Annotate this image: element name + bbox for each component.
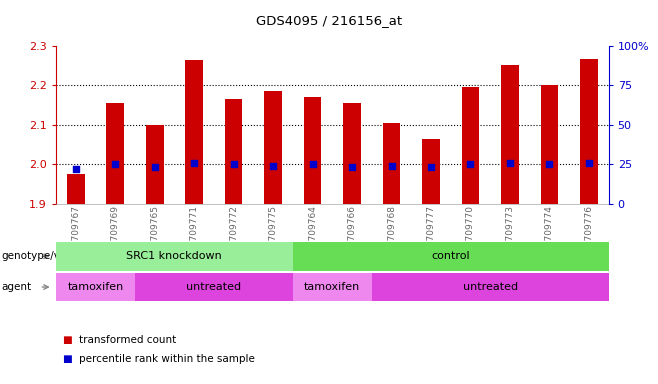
Bar — [67, 174, 84, 204]
Text: untreated: untreated — [463, 282, 518, 292]
Bar — [265, 91, 282, 204]
Text: percentile rank within the sample: percentile rank within the sample — [79, 354, 255, 364]
Text: genotype/variation: genotype/variation — [1, 251, 101, 262]
Text: agent: agent — [1, 282, 32, 292]
Bar — [343, 103, 361, 204]
Text: ■: ■ — [63, 354, 72, 364]
Point — [228, 161, 239, 167]
Bar — [224, 99, 242, 204]
Point — [149, 164, 160, 170]
Text: tamoxifen: tamoxifen — [67, 282, 124, 292]
Point — [189, 159, 199, 166]
Text: tamoxifen: tamoxifen — [304, 282, 361, 292]
Bar — [107, 103, 124, 204]
Point — [505, 159, 515, 166]
Text: transformed count: transformed count — [79, 335, 176, 345]
Bar — [383, 123, 400, 204]
Point — [110, 161, 120, 167]
Bar — [580, 59, 597, 204]
Point — [465, 161, 476, 167]
Text: SRC1 knockdown: SRC1 knockdown — [126, 251, 222, 262]
Point — [347, 164, 357, 170]
Point — [386, 163, 397, 169]
Bar — [186, 60, 203, 204]
Text: untreated: untreated — [186, 282, 241, 292]
Point — [268, 163, 278, 169]
Bar — [540, 85, 558, 204]
Bar — [303, 97, 321, 204]
Text: control: control — [432, 251, 470, 262]
Point — [70, 166, 81, 172]
Bar — [462, 88, 479, 204]
Bar — [422, 139, 440, 204]
Point — [544, 161, 555, 167]
Bar — [501, 65, 519, 204]
Point — [307, 161, 318, 167]
Bar — [145, 125, 163, 204]
Text: GDS4095 / 216156_at: GDS4095 / 216156_at — [256, 14, 402, 27]
Text: ■: ■ — [63, 335, 72, 345]
Point — [584, 159, 594, 166]
Point — [426, 164, 436, 170]
